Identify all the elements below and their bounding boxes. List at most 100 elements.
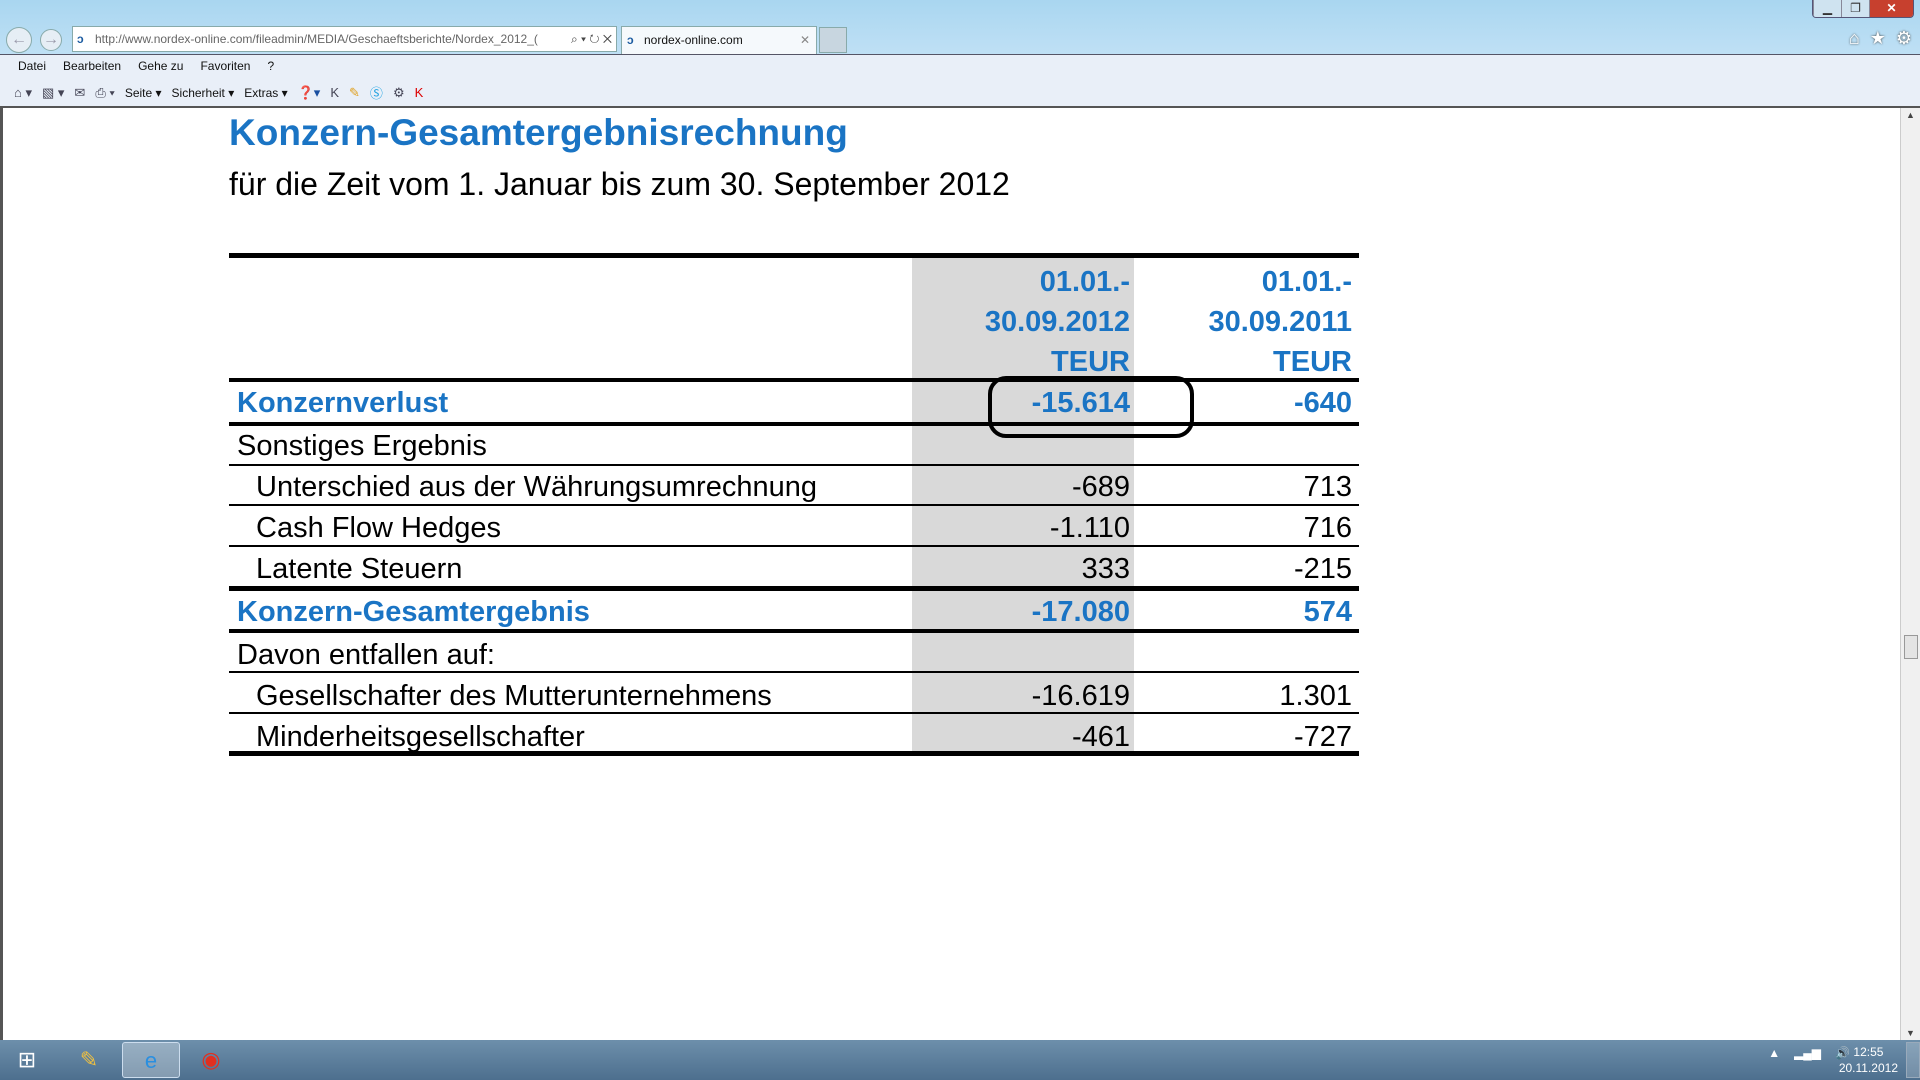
browser-titlebar: ▁ ❐ ✕ ← → ↄ http://www.nordex-online.com…: [0, 0, 1920, 54]
value-2012: -1.110: [1049, 512, 1130, 544]
menu-gehe-zu[interactable]: Gehe zu: [138, 59, 184, 73]
print-icon[interactable]: ⎙ ▾: [95, 84, 115, 100]
row-rule: [229, 671, 1359, 673]
clock-date: 20.11.2012: [1838, 1061, 1898, 1075]
row-label: Latente Steuern: [256, 553, 463, 585]
volume-icon[interactable]: 🔊: [1835, 1046, 1850, 1060]
k-icon[interactable]: K: [330, 85, 340, 100]
row-rule: [229, 712, 1359, 714]
value-2011: -640: [1293, 387, 1352, 419]
scroll-thumb[interactable]: [1904, 635, 1918, 659]
new-tab-button[interactable]: [819, 27, 847, 53]
site-icon: ↄ: [627, 33, 634, 47]
row-label: Unterschied aus der Währungsumrechnung: [256, 471, 817, 503]
pen-icon[interactable]: ✎: [349, 84, 360, 100]
vertical-scrollbar[interactable]: ▲ ▼: [1900, 108, 1920, 1040]
page-menu[interactable]: Seite ▾: [124, 85, 162, 100]
hand-drawn-highlight-circle: [988, 376, 1194, 438]
column-header-2011: 01.01.- 30.09.2011 TEUR: [1134, 262, 1352, 382]
scroll-down-icon[interactable]: ▼: [1906, 1028, 1915, 1038]
value-2011: -215: [1293, 553, 1352, 585]
tab-nordex[interactable]: ↄ nordex-online.com ✕: [621, 26, 817, 54]
kaspersky-icon[interactable]: K: [414, 85, 424, 100]
tab-title: nordex-online.com: [644, 33, 743, 47]
security-menu[interactable]: Sicherheit ▾: [171, 85, 235, 100]
rss-icon[interactable]: ▧ ▾: [42, 84, 65, 100]
favorites-star-icon[interactable]: ★: [1869, 28, 1886, 48]
table-row: Cash Flow Hedges -1.110 716: [229, 508, 1359, 548]
menu-help[interactable]: ?: [267, 59, 275, 73]
header-rule: [229, 378, 1359, 382]
value-2011: 1.301: [1279, 680, 1352, 712]
table-row: Minderheitsgesellschafter -461 -727: [229, 717, 1359, 757]
start-button[interactable]: ⊞: [17, 1047, 37, 1072]
table-row: Sonstiges Ergebnis: [229, 426, 1359, 466]
menu-bar: Datei Bearbeiten Gehe zu Favoriten ? ⌂ ▾…: [0, 54, 1920, 108]
menu-bearbeiten[interactable]: Bearbeiten: [63, 59, 122, 73]
table-row: Konzernverlust -15.614 -640: [229, 383, 1359, 423]
value-2012: 333: [1081, 553, 1130, 585]
row-label: Sonstiges Ergebnis: [237, 430, 487, 462]
header-line: 01.01.-: [1261, 266, 1352, 298]
table-top-rule: [229, 253, 1359, 258]
value-2012: -15.614: [1031, 387, 1130, 419]
skype-icon[interactable]: Ⓢ: [369, 86, 383, 101]
value-2012: -461: [1071, 721, 1130, 753]
value-2011: 716: [1303, 512, 1352, 544]
back-button[interactable]: ←: [6, 27, 32, 53]
table-row: Davon entfallen auf:: [229, 635, 1359, 675]
restore-button[interactable]: ❐: [1841, 0, 1869, 17]
taskbar-internet-explorer[interactable]: e: [122, 1042, 180, 1078]
close-button[interactable]: ✕: [1869, 0, 1913, 17]
header-line: 30.09.2011: [1208, 306, 1352, 338]
row-rule: [229, 545, 1359, 547]
table-row: Latente Steuern 333 -215: [229, 549, 1359, 589]
show-desktop-button[interactable]: [1906, 1042, 1920, 1078]
row-label: Gesellschafter des Mutterunternehmens: [256, 680, 772, 712]
page-title: Konzern-Gesamtergebnisrechnung: [229, 112, 848, 153]
window-controls: ▁ ❐ ✕: [1812, 0, 1914, 18]
row-label: Minderheitsgesellschafter: [256, 721, 585, 753]
help-icon[interactable]: ❓▾: [297, 84, 321, 100]
row-rule: [229, 504, 1359, 506]
row-label: Davon entfallen auf:: [237, 639, 495, 671]
address-tools[interactable]: ⌕ ▾ ↻ ✕: [566, 27, 612, 51]
close-tab-icon[interactable]: ✕: [799, 33, 810, 47]
row-label: Konzern-Gesamtergebnis: [237, 596, 590, 628]
value-2011: 574: [1303, 596, 1352, 628]
home-icon[interactable]: ⌂ ▾: [14, 84, 32, 100]
scroll-up-icon[interactable]: ▲: [1906, 110, 1915, 120]
row-rule: [229, 422, 1359, 426]
row-rule: [229, 464, 1359, 466]
menu-favoriten[interactable]: Favoriten: [200, 59, 251, 73]
minimize-button[interactable]: ▁: [1813, 0, 1841, 17]
address-bar[interactable]: ↄ http://www.nordex-online.com/fileadmin…: [72, 26, 617, 52]
forward-button[interactable]: →: [40, 29, 62, 51]
gear-icon[interactable]: ⚙: [1895, 28, 1912, 48]
taskbar-app-paint[interactable]: ✎: [79, 1047, 99, 1072]
network-icon[interactable]: ▂▄▆: [1794, 1046, 1822, 1060]
header-unit: TEUR: [1273, 346, 1352, 378]
row-label: Konzernverlust: [237, 387, 449, 419]
header-unit: TEUR: [1051, 346, 1130, 378]
settings-icon[interactable]: ⚙: [392, 84, 405, 100]
value-2012: -16.619: [1031, 680, 1130, 712]
value-2012: -689: [1071, 471, 1130, 503]
url-text: http://www.nordex-online.com/fileadmin/M…: [95, 32, 538, 46]
taskbar-chrome[interactable]: ◉: [201, 1047, 221, 1072]
page-subtitle: für die Zeit vom 1. Januar bis zum 30. S…: [229, 166, 1010, 202]
mail-icon[interactable]: ✉: [74, 84, 86, 100]
home-icon[interactable]: ⌂: [1848, 28, 1860, 48]
value-2011: 713: [1303, 471, 1352, 503]
site-icon: ↄ: [77, 32, 84, 46]
table-row: Unterschied aus der Währungsumrechnung -6…: [229, 467, 1359, 507]
row-label: Cash Flow Hedges: [256, 512, 501, 544]
tray-expand-icon[interactable]: ▲: [1768, 1046, 1781, 1060]
header-line: 30.09.2012: [984, 306, 1130, 338]
table-row: Konzern-Gesamtergebnis -17.080 574: [229, 592, 1359, 632]
clock[interactable]: 12:55 20.11.2012: [1839, 1044, 1898, 1076]
clock-time: 12:55: [1853, 1045, 1884, 1059]
taskbar: ⊞ ✎ e ◉ ▲ ▂▄▆ 🔊 12:55 20.11.2012: [0, 1040, 1920, 1080]
menu-datei[interactable]: Datei: [18, 59, 47, 73]
extras-menu[interactable]: Extras ▾: [244, 85, 288, 100]
